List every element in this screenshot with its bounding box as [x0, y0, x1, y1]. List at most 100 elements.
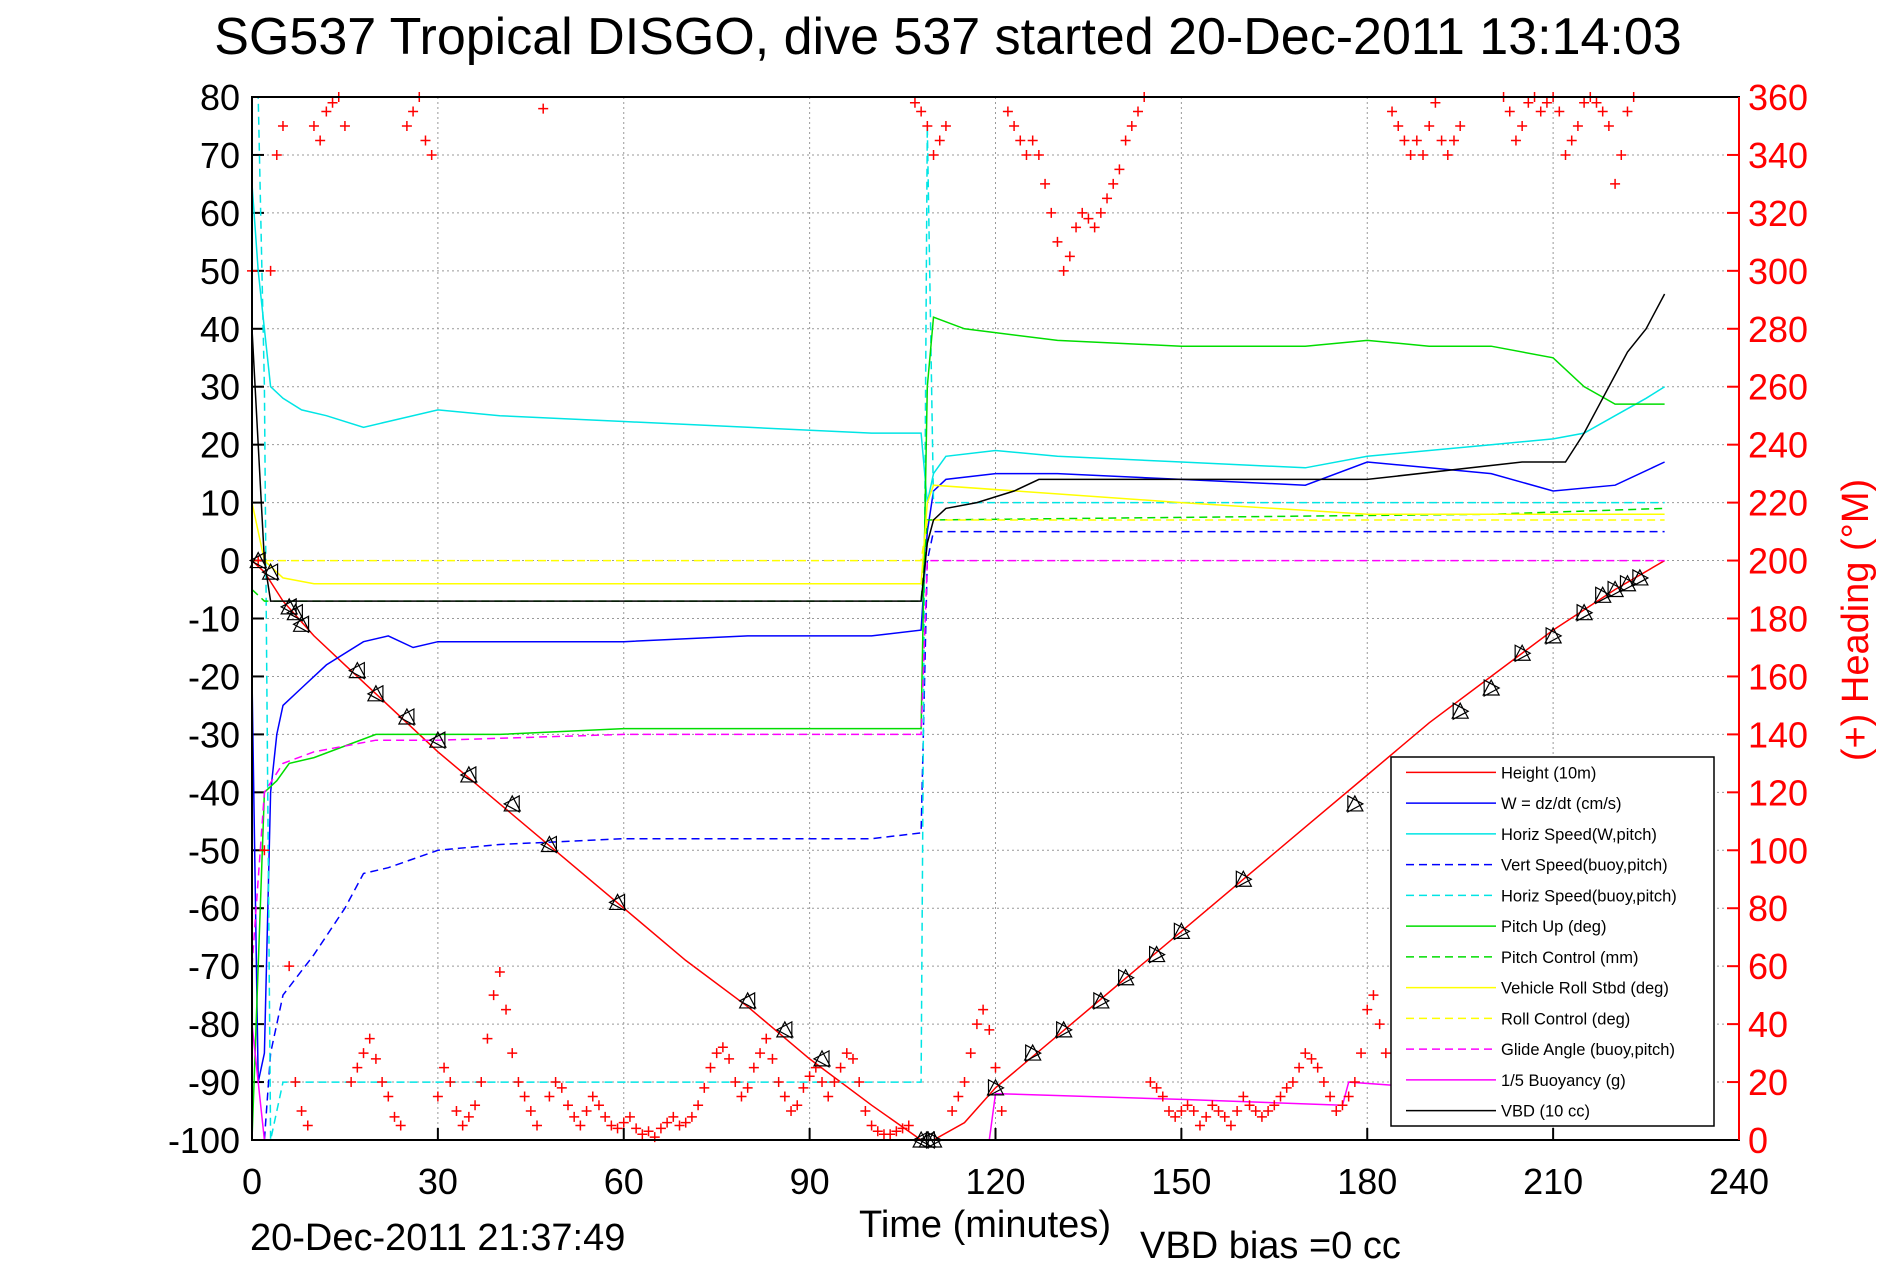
heading-marker	[1337, 1100, 1348, 1111]
heading-marker	[1405, 149, 1416, 160]
y-tick-label: 30	[200, 367, 240, 408]
heading-marker	[1430, 97, 1441, 108]
heading-marker	[1263, 1106, 1274, 1117]
heading-marker	[1250, 1106, 1261, 1117]
heading-marker	[643, 1126, 654, 1137]
heading-marker	[1418, 149, 1429, 160]
y-tick-label: -80	[188, 1004, 240, 1045]
heading-marker	[1071, 222, 1082, 233]
y-axis-right-ticks: 3603403203002802602402202001801601401201…	[1727, 77, 1808, 1161]
series-line	[251, 484, 1665, 585]
heading-marker	[519, 1091, 530, 1102]
heading-marker	[296, 1106, 307, 1117]
heading-marker	[501, 1004, 512, 1015]
heading-marker	[1362, 1004, 1373, 1015]
heading-marker	[1318, 1077, 1329, 1088]
waypoint-markers	[248, 551, 1650, 1149]
y2-tick-label: 220	[1748, 483, 1808, 524]
series-line	[252, 519, 1665, 562]
waypoint-marker	[348, 661, 367, 680]
y-tick-label: -10	[188, 599, 240, 640]
heading-marker	[1374, 1019, 1385, 1030]
heading-marker	[916, 106, 927, 117]
waypoint-marker	[1630, 568, 1650, 587]
series-line	[251, 316, 1665, 1141]
legend-label: Height (10m)	[1501, 764, 1596, 782]
heading-marker	[1399, 135, 1410, 146]
y2-tick-label: 100	[1748, 830, 1808, 871]
y-tick-label: -90	[188, 1062, 240, 1103]
waypoint-marker	[1451, 701, 1470, 721]
heading-marker	[1436, 135, 1447, 146]
heading-marker	[532, 1120, 543, 1131]
waypoint-marker	[812, 1049, 832, 1068]
heading-marker	[544, 1091, 555, 1102]
heading-marker	[420, 135, 431, 146]
waypoint-marker	[1172, 922, 1191, 941]
heading-marker	[1510, 135, 1521, 146]
heading-marker	[1133, 106, 1143, 117]
heading-marker	[990, 1062, 1001, 1073]
heading-marker	[866, 1120, 877, 1131]
series-line	[251, 559, 1665, 967]
y-tick-label: -70	[188, 946, 240, 987]
x-tick-label: 30	[418, 1161, 458, 1202]
heading-marker	[686, 1111, 697, 1122]
heading-marker	[854, 1077, 865, 1088]
heading-marker	[953, 1091, 964, 1102]
y2-tick-label: 0	[1748, 1120, 1768, 1161]
y-tick-label: 60	[200, 193, 240, 234]
heading-marker	[922, 120, 933, 131]
heading-marker	[1616, 149, 1627, 160]
heading-marker	[786, 1106, 797, 1117]
heading-marker	[315, 135, 326, 146]
heading-marker	[395, 1120, 406, 1131]
heading-marker	[934, 135, 945, 146]
waypoint-marker	[286, 603, 305, 622]
heading-marker	[1300, 1048, 1311, 1059]
heading-marker	[606, 1120, 617, 1131]
heading-marker	[798, 1082, 809, 1093]
x-axis-ticks: 0 30 60 90 120 150 180 210 240	[242, 1128, 1769, 1202]
y-tick-label: 70	[200, 135, 240, 176]
y-tick-label: -50	[188, 830, 240, 871]
heading-marker	[569, 1111, 580, 1122]
heading-marker	[426, 149, 437, 160]
waypoint-marker	[986, 1078, 1005, 1097]
heading-marker	[1151, 1082, 1162, 1093]
heading-marker	[804, 1071, 815, 1082]
waypoint-marker	[428, 730, 447, 750]
heading-marker	[655, 1123, 666, 1134]
heading-marker	[277, 120, 288, 131]
heading-marker	[1077, 207, 1088, 218]
heading-marker	[1541, 97, 1552, 108]
heading-marker	[271, 149, 282, 160]
heading-marker	[841, 1048, 852, 1059]
heading-marker	[1064, 251, 1075, 262]
heading-marker	[637, 1129, 648, 1140]
series-line	[252, 530, 1665, 1141]
heading-marker	[730, 1077, 741, 1088]
heading-marker	[284, 961, 295, 972]
waypoint-marker	[1345, 794, 1365, 813]
heading-marker	[1523, 97, 1534, 108]
heading-marker	[401, 120, 412, 131]
heading-marker	[1033, 149, 1044, 160]
y-axis-left-ticks: 80 70 60 50 40 30 20 10 0 -10 -20 -30 -40 -50 -60 -70 -8…	[168, 77, 264, 1161]
heading-marker	[1219, 1111, 1230, 1122]
footer-vbd-bias: VBD bias =0 cc	[1140, 1225, 1401, 1262]
heading-marker	[755, 1048, 766, 1059]
waypoint-marker	[1482, 678, 1501, 698]
heading-marker	[1448, 135, 1459, 146]
y-tick-label: 0	[220, 541, 240, 582]
heading-marker	[265, 265, 276, 276]
waypoint-marker	[248, 551, 268, 570]
heading-marker	[1356, 1048, 1367, 1059]
heading-marker	[773, 1077, 784, 1088]
y-tick-label: -100	[168, 1120, 240, 1161]
x-tick-label: 210	[1523, 1161, 1583, 1202]
series-line	[251, 1024, 1430, 1141]
waypoint-marker	[1147, 945, 1166, 964]
heading-marker	[779, 1091, 790, 1102]
heading-marker	[711, 1048, 722, 1059]
